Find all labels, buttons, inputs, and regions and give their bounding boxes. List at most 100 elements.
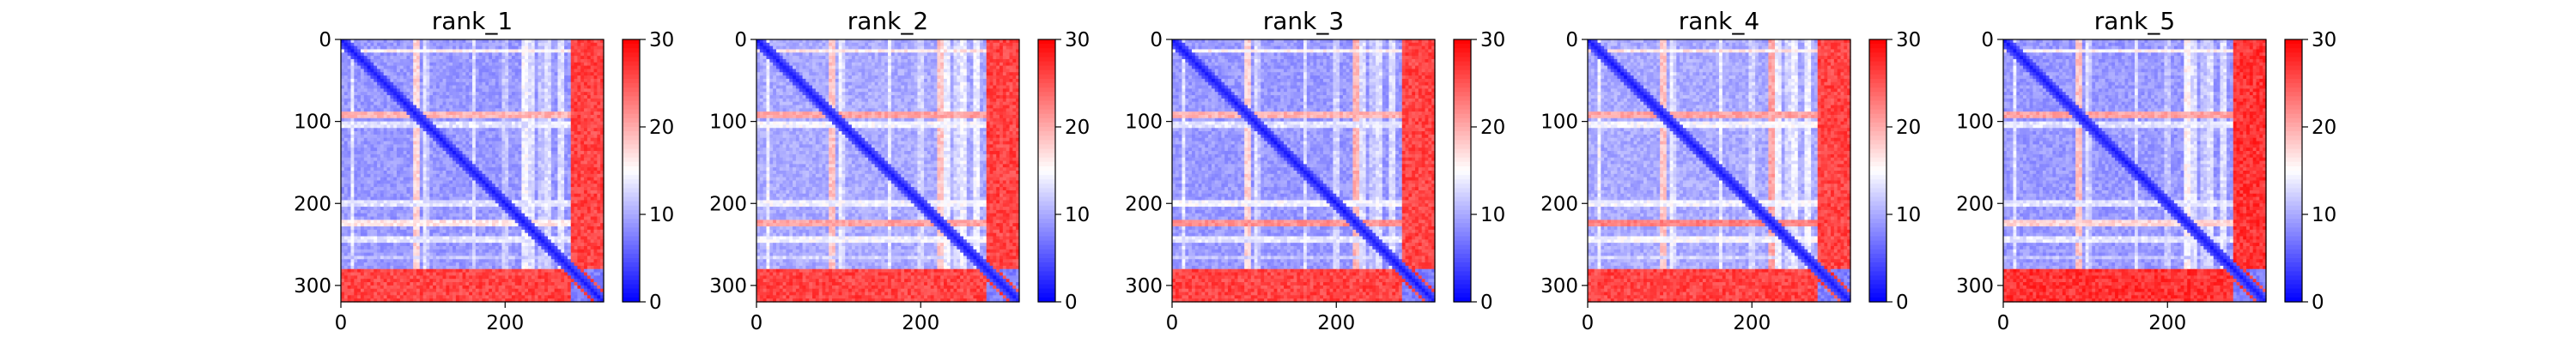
heatmap-cell [341,52,344,56]
heatmap-cell [580,46,584,50]
heatmap-cell [397,75,400,79]
heatmap-cell [357,69,361,72]
heatmap-cell [574,52,578,56]
heatmap-cell [499,56,502,59]
heatmap-cell [449,69,453,72]
heatmap-cell [544,39,548,43]
heatmap-cell [420,66,423,69]
heatmap-cell [463,66,466,69]
heatmap-cell [456,59,459,63]
heatmap-cell [384,72,387,75]
heatmap-cell [538,66,542,69]
heatmap-cell [443,69,447,72]
heatmap-cell [492,52,495,56]
heatmap-cell [541,59,544,63]
heatmap-cell [528,46,532,50]
heatmap-cell [512,66,515,69]
heatmap-cell [446,39,449,43]
heatmap-cell [380,49,384,52]
heatmap-cell [463,72,466,75]
heatmap-cell [368,75,371,79]
heatmap-cell [580,52,584,56]
heatmap-cell [587,66,591,69]
heatmap-cell [420,52,423,56]
heatmap-cell [551,56,555,59]
heatmap-cell [404,49,407,52]
heatmap-cell [476,56,479,59]
heatmap-cell [453,66,456,69]
heatmap-cell [482,56,485,59]
heatmap-cell [525,69,528,72]
heatmap-cell [555,49,558,52]
heatmap-cell [532,72,535,75]
heatmap-cell [354,75,357,79]
heatmap-cell [472,69,476,72]
heatmap-cell [501,39,505,43]
heatmap-cell [348,72,351,75]
heatmap-cell [429,46,433,50]
heatmap-cell [357,49,361,52]
heatmap-cell [416,59,420,63]
heatmap-cell [456,56,459,59]
heatmap-cell [568,46,571,50]
heatmap-cell [528,72,532,75]
heatmap-cell [390,39,393,43]
heatmap-cell [571,72,574,75]
heatmap-cell [416,43,420,46]
heatmap-cell [453,63,456,66]
heatmap-cell [436,43,440,46]
heatmap-cell [377,66,380,69]
heatmap-cell [374,59,377,63]
heatmap-cell [429,66,433,69]
heatmap-cell [492,43,495,46]
heatmap-cell [341,63,344,66]
heatmap-cell [501,75,505,79]
heatmap-cell [465,43,469,46]
heatmap-cell [501,72,505,75]
heatmap-cell [521,69,525,72]
heatmap-cell [591,63,594,66]
heatmap-cell [456,69,459,72]
heatmap-cell [410,63,413,66]
heatmap-cell [387,63,391,66]
heatmap-cell [368,39,371,43]
heatmap-cell [568,69,571,72]
heatmap-cell [501,59,505,63]
heatmap-cell [361,63,364,66]
heatmap-cell [410,72,413,75]
heatmap-cell [433,72,436,75]
heatmap-cell [380,52,384,56]
heatmap-cell [508,72,512,75]
heatmap-cell [384,39,387,43]
heatmap-cell [456,49,459,52]
heatmap-cell [410,49,413,52]
heatmap-cell [436,59,440,63]
heatmap-cell [568,49,571,52]
heatmap-cell [528,69,532,72]
heatmap-cell [400,46,404,50]
heatmap-cell [459,43,463,46]
heatmap-cell [548,72,551,75]
heatmap-cell [482,66,485,69]
heatmap-cell [525,72,528,75]
heatmap-cell [564,46,568,50]
heatmap-cell [525,46,528,50]
heatmap-cell [449,75,453,79]
heatmap-cell [521,43,525,46]
heatmap-cell [443,39,447,43]
heatmap-cell [357,56,361,59]
heatmap-cell [380,56,384,59]
heatmap-cell [584,56,587,59]
heatmap-cell [557,66,561,69]
heatmap-cell [587,39,591,43]
heatmap-cell [580,56,584,59]
heatmap-cell [499,75,502,79]
heatmap-cell [568,56,571,59]
heatmap-cell [393,52,397,56]
heatmap-cell [571,63,574,66]
heatmap-cell [370,66,374,69]
heatmap-cell [597,39,600,43]
heatmap-cell [354,46,357,50]
heatmap-cell [557,56,561,59]
heatmap-cell [423,49,427,52]
